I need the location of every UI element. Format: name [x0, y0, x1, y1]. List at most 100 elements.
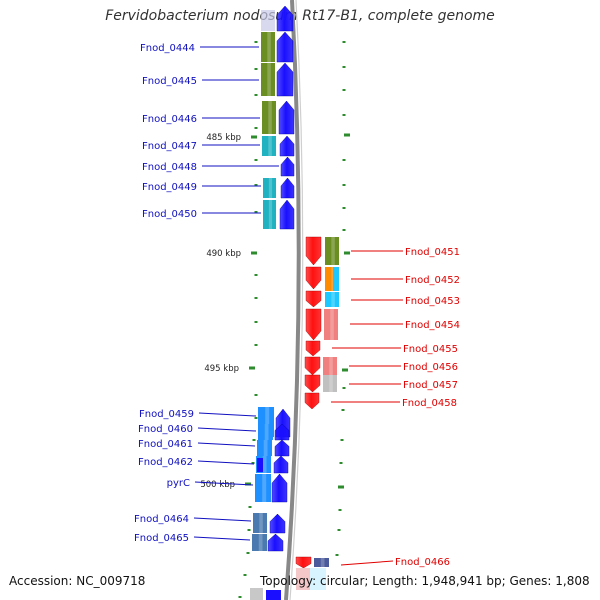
gene-arrow-fnod_0450 [279, 199, 295, 230]
gene-box-fnod_0450 [263, 200, 276, 229]
gene-box-partial-top [261, 10, 275, 31]
left-tick-mark [247, 529, 251, 531]
gene-label-fnod_0460: Fnod_0460 [138, 424, 193, 435]
gene-label-fnod_0454: Fnod_0454 [405, 320, 460, 331]
gene-arrow-fnod_0460 [274, 423, 290, 441]
gene-label-fnod_0465: Fnod_0465 [134, 533, 189, 544]
gene-label-fnod_0453: Fnod_0453 [405, 296, 460, 307]
genome-backbone-highlight [289, 0, 304, 600]
topology-text: Topology: circular; Length: 1,948,941 bp… [260, 574, 590, 588]
left-tick-mark [251, 462, 255, 464]
right-tick-mark [342, 229, 346, 231]
left-tick-mark [254, 68, 258, 70]
left-tick-mark [254, 344, 258, 346]
right-tick-mark [340, 439, 344, 441]
scale-label: 495 kbp [204, 364, 239, 374]
left-tick-mark [254, 184, 258, 186]
gene-box-fnod_0464 [253, 513, 267, 533]
gene-box-fnod_0453 [325, 292, 339, 307]
left-tick-mark [254, 41, 258, 43]
genome-title: Fervidobacterium nodosum Rt17-B1, comple… [105, 8, 495, 24]
right-tick-mark [342, 89, 346, 91]
gene-label-fnod_0444: Fnod_0444 [140, 43, 195, 54]
gene-arrow-fnod_0445 [276, 62, 294, 97]
right-tick-mark [342, 184, 346, 186]
right-tick-mark [342, 387, 346, 389]
left-tick-mark [248, 506, 252, 508]
gene-label-leader [193, 517, 252, 522]
gene-label-fnod_0458: Fnod_0458 [402, 398, 457, 409]
scale-tick-right [344, 133, 350, 137]
gene-arrow-fnod_0456 [304, 356, 321, 376]
gene-box-fnod_0465 [252, 534, 267, 551]
right-tick-mark [335, 554, 339, 556]
left-tick-mark [254, 321, 258, 323]
gene-label-leader [197, 427, 257, 432]
gene-label-leader [193, 536, 251, 541]
gene-box-fnod_0452-split [333, 267, 339, 291]
gene-arrow-fnod_0454 [305, 308, 322, 341]
right-tick-mark [342, 114, 346, 116]
gene-box-fnod_0466 [314, 558, 329, 567]
right-tick-mark [342, 159, 346, 161]
gene-label-fnod_0452: Fnod_0452 [405, 275, 460, 286]
left-tick-mark [254, 394, 258, 396]
gene-label-fnod_0455: Fnod_0455 [403, 344, 458, 355]
gene-box-fnod_0446 [262, 101, 276, 134]
gene-arrow-fnod_0462 [273, 455, 289, 474]
gene-arrow-fnod_0466 [295, 556, 312, 569]
gene-arrow-pyrc [271, 473, 288, 503]
gene-arrow-fnod_0453 [305, 290, 322, 308]
gene-label-fnod_0445: Fnod_0445 [142, 76, 197, 87]
gene-label-fnod_0449: Fnod_0449 [142, 182, 197, 193]
scale-tick [251, 251, 257, 255]
gene-arrow-fnod_0449 [280, 177, 295, 199]
gene-box-fnod_0461 [257, 440, 272, 456]
scale-label: 500 kbp [200, 480, 235, 490]
gene-arrow-fnod_0461 [274, 439, 290, 457]
gene-label-fnod_0464: Fnod_0464 [134, 514, 189, 525]
gene-label-leader [340, 560, 394, 566]
gene-label-fnod_0466: Fnod_0466 [395, 557, 450, 568]
scale-label: 485 kbp [206, 133, 241, 143]
scale-tick-right [342, 368, 348, 372]
scale-tick-right [338, 485, 344, 489]
left-tick-mark [254, 94, 258, 96]
scale-tick [245, 482, 251, 486]
left-tick-mark [254, 417, 258, 419]
left-tick-mark [254, 211, 258, 213]
gene-box-fnod_0445 [261, 63, 275, 96]
gene-label-leader [197, 460, 255, 465]
gene-label-fnod_0457: Fnod_0457 [403, 380, 458, 391]
gene-arrow-fnod_0451 [305, 236, 322, 266]
gene-label-fnod_0456: Fnod_0456 [403, 362, 458, 373]
gene-box-fnod_0456 [323, 357, 337, 375]
gene-arrow-fnod_0446 [278, 100, 295, 135]
gene-box-partial-bottom [250, 588, 263, 600]
left-tick-mark [254, 274, 258, 276]
gene-label-leader [194, 481, 254, 486]
gene-box-fnod_0457 [323, 375, 337, 392]
gene-arrow-fnod_0448 [280, 156, 295, 177]
gene-arrow-fnod_0457 [304, 374, 321, 393]
gene-box-partial-right-red [296, 568, 310, 590]
right-tick-mark [342, 41, 346, 43]
gene-arrow-fnod_0464 [269, 513, 286, 534]
gene-label-fnod_0459: Fnod_0459 [139, 409, 194, 420]
left-tick-mark [254, 127, 258, 129]
gene-arrow-fnod_0458 [304, 392, 320, 410]
gene-box-fnod_0444 [261, 32, 275, 62]
gene-box-fnod_0454 [324, 309, 338, 340]
gene-label-leader [198, 412, 257, 417]
gene-label-fnod_0447: Fnod_0447 [142, 141, 197, 152]
left-tick-mark [246, 552, 250, 554]
gene-arrow-fnod_0444 [276, 31, 294, 63]
scale-tick [251, 135, 257, 139]
left-tick-mark [254, 159, 258, 161]
gene-label-fnod_0446: Fnod_0446 [142, 114, 197, 125]
gene-label-fnod_0451: Fnod_0451 [405, 247, 460, 258]
gene-label-fnod_0461: Fnod_0461 [138, 439, 193, 450]
scale-label: 490 kbp [206, 249, 241, 259]
